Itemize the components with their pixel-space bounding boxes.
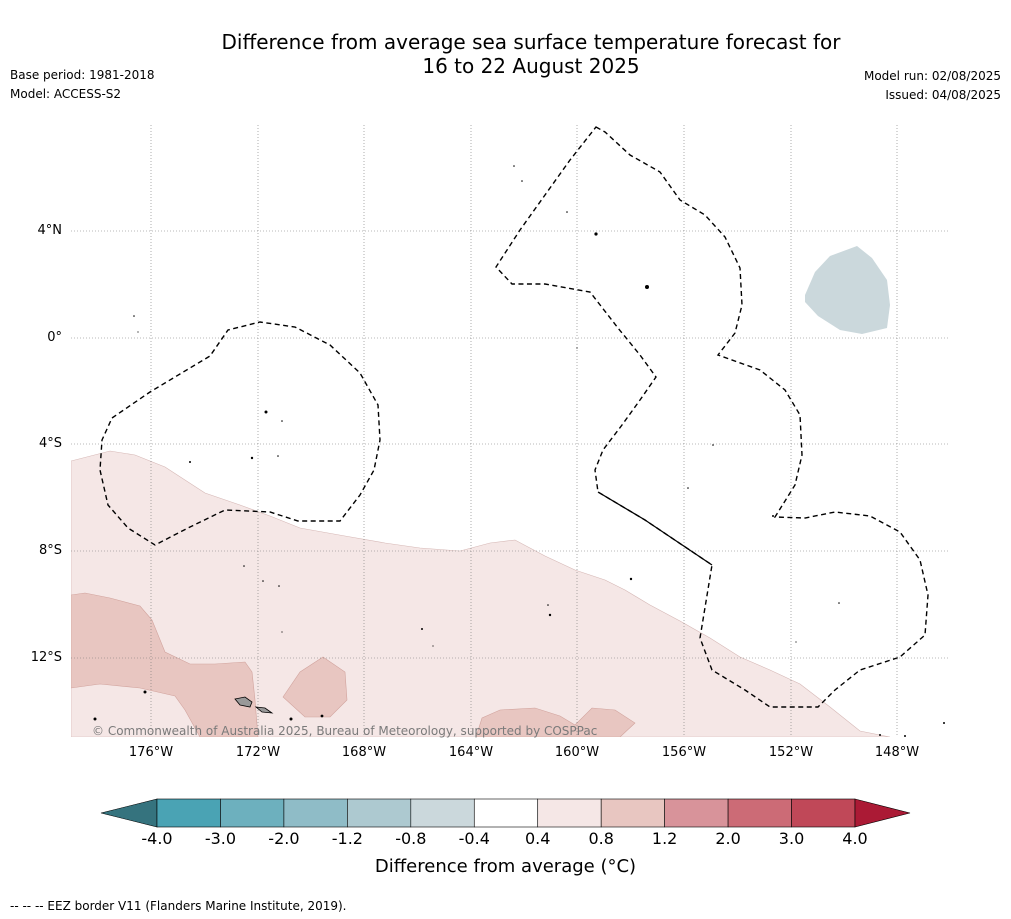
anomaly-region-warm-south (475, 707, 636, 737)
map-plot-area (71, 125, 950, 737)
model-run: Model run: 02/08/2025 (863, 69, 1001, 83)
lat-label-0: 0° (47, 330, 62, 345)
copyright-notice: © Commonwealth of Australia 2025, Bureau… (92, 724, 598, 738)
eez-border-west (99, 321, 381, 546)
islands (234, 696, 274, 714)
lon-label-152w: 152°W (768, 745, 814, 760)
anomaly-region-light-warm (71, 450, 891, 737)
model-name: Model: ACCESS-S2 (10, 87, 122, 101)
grid-lines (71, 125, 950, 737)
colorbar-bin (220, 798, 285, 828)
lon-label-164w: 164°W (448, 745, 494, 760)
colorbar-bin (727, 798, 792, 828)
anomaly-region-warm-center (282, 656, 348, 718)
title-line-2: 16 to 22 August 2025 (422, 54, 640, 78)
colorbar-extend-high (854, 798, 911, 828)
eez-footnote: -- -- -- EEZ border V11 (Flanders Marine… (10, 899, 347, 913)
lat-label-4n: 4°N (37, 223, 63, 238)
colorbar-bin (600, 798, 665, 828)
eez-borders (99, 126, 929, 708)
colorbar-bin (156, 798, 221, 828)
colorbar-bin (473, 798, 539, 828)
colorbar-tick-label: 1.2 (651, 829, 678, 848)
island-samoa-small (254, 706, 274, 714)
base-period: Base period: 1981-2018 (10, 68, 155, 82)
colorbar (100, 798, 911, 828)
colorbar-tick-label: -0.4 (458, 829, 490, 848)
anomaly-region-warm-west (71, 592, 259, 737)
lon-label-172w: 172°W (235, 745, 281, 760)
colorbar-tick-label: -3.0 (204, 829, 237, 848)
colorbar-tick-label: -1.2 (331, 829, 363, 848)
lon-label-176w: 176°W (128, 745, 174, 760)
colorbar-bin (283, 798, 348, 828)
meta-right: Model run: 02/08/2025 Issued: 04/08/2025 (864, 67, 1001, 105)
colorbar-tick-label: -2.0 (268, 829, 300, 848)
island-samoa-large (234, 696, 253, 708)
lon-label-148w: 148°W (874, 745, 920, 760)
lat-label-8s: 8°S (38, 543, 62, 558)
colorbar-tick-label: 3.0 (778, 829, 805, 848)
colorbar-bin (664, 798, 729, 828)
colorbar-tick-label: -0.8 (395, 829, 427, 848)
lon-label-168w: 168°W (341, 745, 387, 760)
lon-label-160w: 160°W (554, 745, 600, 760)
boundary-solid (597, 491, 713, 566)
anomaly-region-cool (805, 246, 890, 334)
meta-left: Base period: 1981-2018 Model: ACCESS-S2 (10, 66, 155, 104)
lat-label-4s: 4°S (38, 436, 62, 451)
colorbar-bin (410, 798, 475, 828)
lon-label-156w: 156°W (661, 745, 707, 760)
lat-label-12s: 12°S (30, 650, 62, 665)
colorbar-extend-low (100, 798, 158, 828)
colorbar-bin (347, 798, 412, 828)
colorbar-bin (537, 798, 602, 828)
title-line-1: Difference from average sea surface temp… (221, 30, 841, 54)
colorbar-tick-label: 0.4 (524, 829, 551, 848)
atolls (93, 165, 945, 737)
colorbar-tick-label: 4.0 (842, 829, 868, 848)
eez-border-north (495, 126, 929, 708)
colorbar-bins (156, 798, 856, 828)
issued-date: Issued: 04/08/2025 (885, 88, 1001, 102)
colorbar-tick-label: 0.8 (588, 829, 614, 848)
colorbar-tick-label: -4.0 (141, 829, 173, 848)
colorbar-bin (791, 798, 856, 828)
colorbar-tick-label: 2.0 (715, 829, 741, 848)
map-title: Difference from average sea surface temp… (0, 30, 1011, 78)
colorbar-label: Difference from average (°C) (374, 856, 637, 877)
